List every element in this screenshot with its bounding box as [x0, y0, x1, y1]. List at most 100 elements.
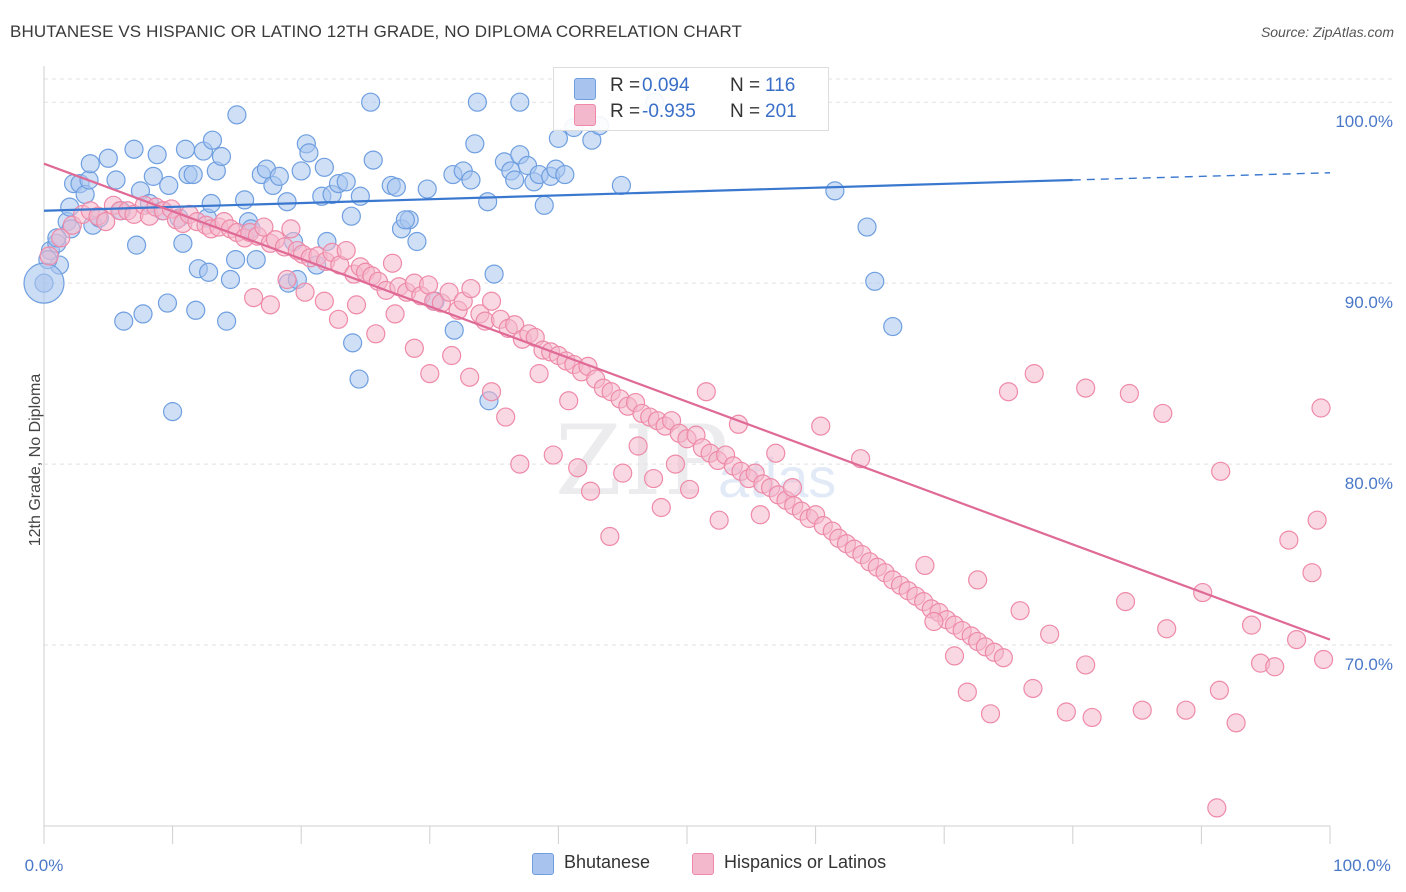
- bhutanese-point: [211, 146, 232, 167]
- hispanic-point: [1119, 383, 1139, 404]
- hispanic-point: [460, 367, 480, 387]
- r-value: 0.094: [642, 75, 690, 96]
- bhutanese-point: [465, 134, 485, 154]
- hispanic-point: [1076, 378, 1096, 398]
- bhutanese-point: [467, 92, 487, 112]
- hispanic-point: [260, 295, 280, 315]
- bhutanese-point: [417, 179, 437, 199]
- legend-label-bhutanese: Bhutanese: [564, 852, 651, 872]
- x-tick-label: 0.0%: [25, 856, 64, 875]
- hispanic-point: [51, 228, 71, 248]
- hispanic-point: [1024, 364, 1044, 384]
- hispanic-point: [96, 212, 116, 232]
- r-label: R =: [610, 101, 641, 122]
- hispanic-point: [1157, 619, 1177, 639]
- bhutanese-point: [277, 192, 297, 212]
- bhutanese-point: [336, 172, 356, 192]
- hispanic-point: [1076, 655, 1096, 675]
- hispanic-point: [1286, 630, 1307, 650]
- hispanic-point: [600, 526, 620, 547]
- y-tick-label: 100.0%: [1335, 112, 1393, 131]
- x-tick-label: 100.0%: [1333, 856, 1391, 875]
- bhutanese-point: [157, 293, 178, 313]
- hispanic-point: [1265, 657, 1285, 677]
- bhutanese-point: [555, 164, 575, 185]
- hispanic-point: [346, 295, 367, 315]
- hispanic-point: [1279, 530, 1299, 550]
- bhutanese-point: [363, 150, 383, 170]
- bhutanese-point: [478, 192, 498, 212]
- bhutanese-point: [291, 161, 311, 181]
- n-label: N =: [730, 75, 761, 96]
- bhutanese-point: [80, 154, 100, 174]
- hispanic-point: [1207, 798, 1227, 818]
- legend-swatch-bhutanese: [574, 78, 596, 100]
- tick-labels: 70.0% 80.0% 90.0% 100.0% 0.0% 100.0%: [25, 112, 1393, 875]
- y-tick-label: 70.0%: [1345, 655, 1393, 674]
- bhutanese-point: [386, 177, 406, 197]
- hispanic-point: [277, 269, 297, 290]
- bhutanese-point: [361, 92, 381, 112]
- hispanic-point: [1226, 713, 1246, 733]
- hispanic-point: [1115, 592, 1136, 612]
- bhutanese-point: [133, 304, 153, 324]
- bhutanese-point: [98, 148, 118, 168]
- y-tick-label: 80.0%: [1345, 474, 1393, 493]
- bhutanese-point: [147, 145, 167, 165]
- hispanic-point: [1313, 649, 1334, 670]
- hispanic-point: [439, 282, 459, 302]
- bhutanese-point: [407, 231, 427, 252]
- hispanic-point: [254, 217, 274, 237]
- hispanic-point: [1211, 461, 1231, 481]
- bhutanese-point: [299, 143, 319, 163]
- hispanic-point: [679, 479, 700, 500]
- bhutanese-point: [548, 128, 569, 148]
- bhutanese-point: [163, 402, 183, 422]
- hispanic-point: [336, 240, 356, 261]
- bhutanese-point: [126, 235, 147, 255]
- hispanic-point: [993, 648, 1013, 668]
- hispanic-point: [998, 382, 1019, 402]
- bhutanese-point: [186, 300, 206, 320]
- bhutanese-point: [883, 316, 903, 337]
- hispanic-point: [385, 304, 405, 324]
- hispanic-point: [613, 463, 633, 483]
- hispanic-point: [811, 416, 831, 436]
- hispanic-point: [1040, 624, 1060, 644]
- bhutanese-point-large: [23, 262, 65, 304]
- hispanic-point: [1241, 615, 1262, 635]
- hispanic-point: [295, 282, 315, 302]
- legend-label-hispanics: Hispanics or Latinos: [724, 852, 887, 872]
- hispanic-point: [643, 468, 664, 489]
- bhutanese-point: [395, 210, 415, 230]
- bhutanese-point: [227, 105, 247, 125]
- hispanic-point: [328, 309, 349, 329]
- bhutanese-point: [199, 262, 219, 282]
- hispanic-point: [696, 382, 716, 402]
- hispanic-point: [1023, 678, 1043, 699]
- hispanic-point: [1176, 700, 1196, 720]
- hispanic-point: [665, 454, 686, 474]
- hispanic-point: [442, 345, 462, 366]
- bhutanese-point: [484, 264, 504, 284]
- hispanic-point: [39, 246, 59, 266]
- bhutanese-point: [202, 130, 223, 150]
- bhutanese-point: [269, 166, 289, 186]
- y-axis-label: 12th Grade, No Diploma: [27, 374, 44, 547]
- bhutanese-point: [510, 92, 530, 112]
- hispanic-point: [481, 382, 502, 402]
- hispanic-point: [244, 288, 264, 308]
- hispanic-point: [1082, 707, 1102, 728]
- bhutanese-point: [611, 175, 632, 196]
- hispanic-point: [1311, 398, 1331, 418]
- hispanic-point: [529, 364, 549, 384]
- bhutanese-trend-extension: [1072, 172, 1331, 181]
- hispanic-point: [481, 291, 502, 311]
- hispanic-point: [782, 478, 803, 498]
- bhutanese-point: [201, 193, 221, 214]
- hispanic-point: [915, 555, 935, 576]
- hispanic-point: [420, 364, 440, 384]
- bhutanese-point: [505, 170, 525, 190]
- bhutanese-point: [461, 170, 481, 190]
